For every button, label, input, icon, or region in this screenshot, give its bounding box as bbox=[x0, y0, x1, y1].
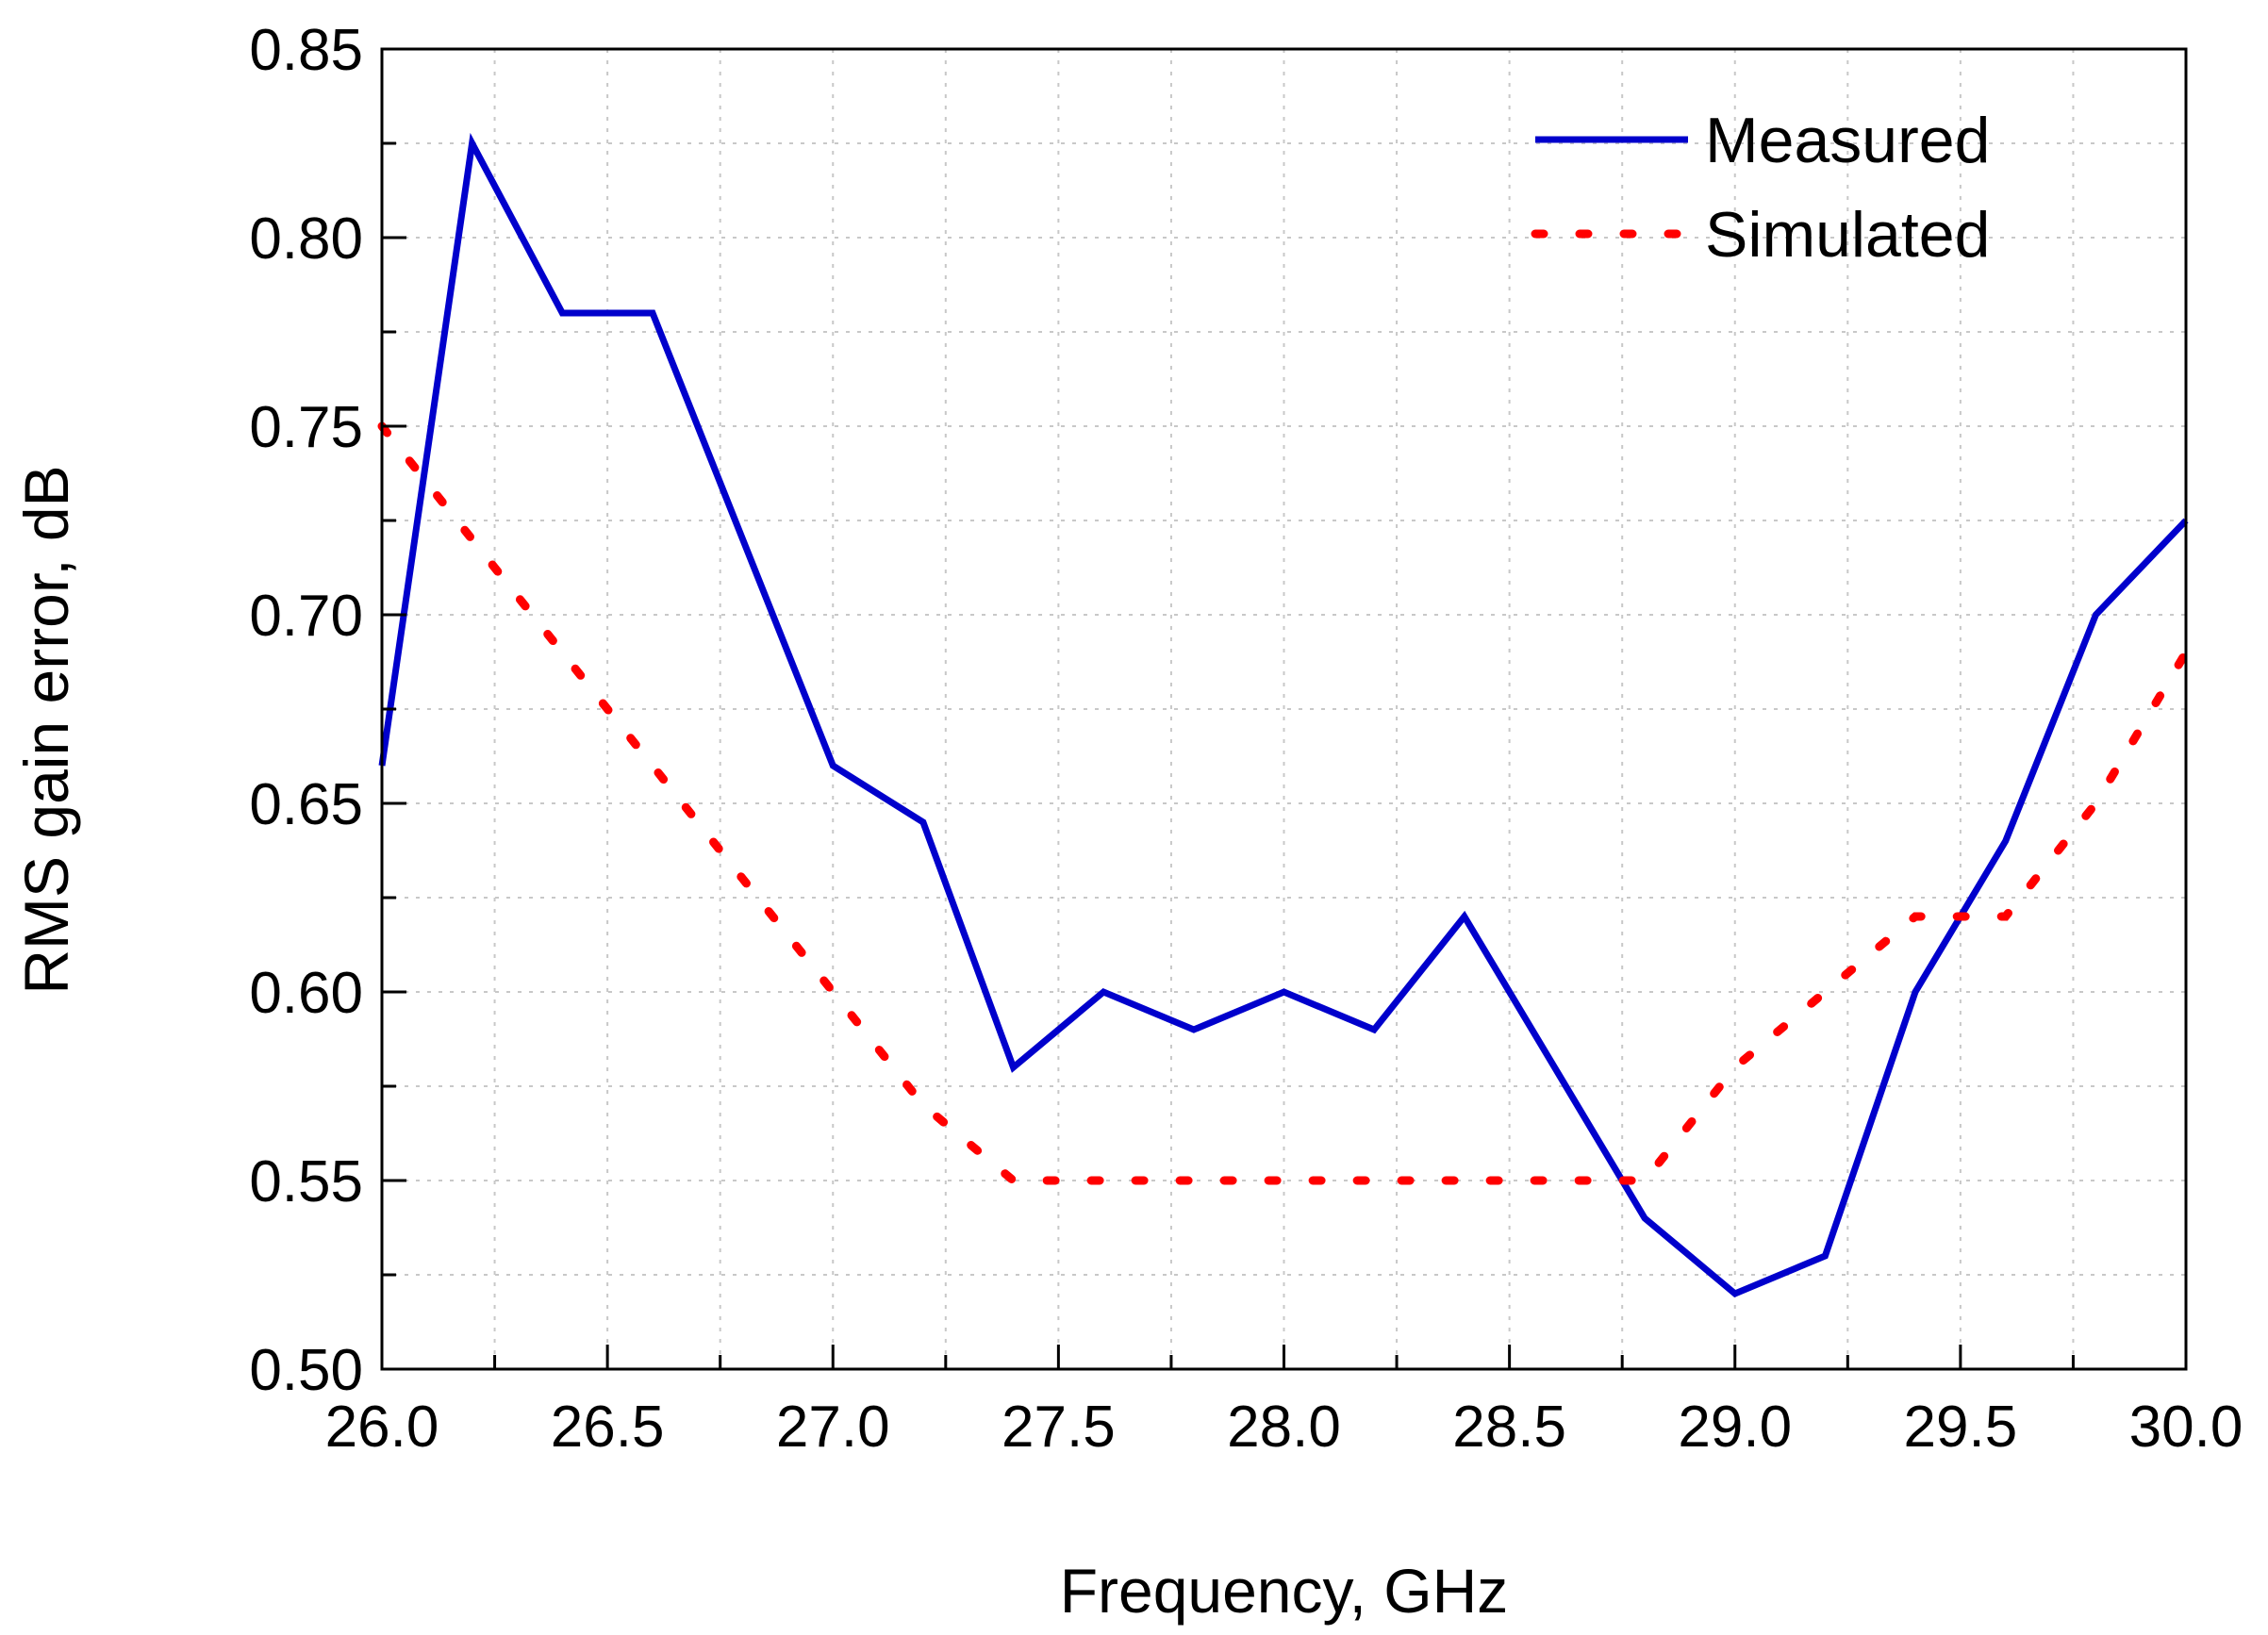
grid-lines bbox=[382, 49, 2186, 1369]
y-tick-label: 0.60 bbox=[249, 961, 363, 1026]
data-point-measured bbox=[1103, 992, 1104, 993]
y-tick-label: 0.75 bbox=[249, 395, 363, 460]
data-point-simulated bbox=[922, 1105, 923, 1106]
data-point-measured bbox=[1554, 1067, 1555, 1068]
data-point-simulated bbox=[742, 879, 743, 880]
y-tick-label: 0.85 bbox=[249, 18, 363, 83]
data-point-measured bbox=[652, 313, 653, 314]
data-point-simulated bbox=[652, 766, 653, 767]
y-tick-label: 0.50 bbox=[249, 1338, 363, 1403]
data-point-measured bbox=[1825, 1256, 1826, 1257]
x-tick-label: 28.5 bbox=[1452, 1395, 1566, 1460]
data-point-measured bbox=[1374, 1030, 1375, 1031]
data-point-measured bbox=[1645, 1218, 1646, 1219]
x-tick-label: 27.0 bbox=[776, 1395, 890, 1460]
data-point-measured bbox=[833, 766, 834, 767]
y-tick-label: 0.70 bbox=[249, 584, 363, 649]
legend: Measured Simulated bbox=[1531, 105, 1990, 271]
x-tick-label: 30.0 bbox=[2129, 1395, 2243, 1460]
series-line-measured bbox=[378, 132, 2189, 1298]
y-tick-label: 0.80 bbox=[249, 206, 363, 272]
data-point-measured bbox=[1734, 1294, 1735, 1295]
data-point-measured bbox=[1283, 992, 1284, 993]
data-point-simulated bbox=[562, 652, 563, 653]
x-tick-label: 26.5 bbox=[551, 1395, 665, 1460]
x-tick-label: 26.0 bbox=[325, 1395, 439, 1460]
data-point-measured bbox=[1193, 1030, 1194, 1031]
x-tick-label: 27.5 bbox=[1002, 1395, 1116, 1460]
legend-label-measured: Measured bbox=[1705, 105, 1990, 176]
axis-ticks bbox=[380, 47, 2188, 1371]
legend-label-simulated: Simulated bbox=[1705, 199, 1990, 271]
series-line-simulated bbox=[377, 421, 2191, 1185]
data-point-measured bbox=[922, 822, 923, 823]
x-tick-label: 28.0 bbox=[1227, 1395, 1341, 1460]
x-tick-label: 29.0 bbox=[1678, 1395, 1792, 1460]
data-point-measured bbox=[742, 539, 743, 540]
data-point-measured bbox=[1915, 992, 1916, 993]
series-layer bbox=[377, 132, 2191, 1298]
data-point-measured bbox=[1013, 1067, 1014, 1068]
data-point-measured bbox=[562, 313, 563, 314]
y-axis-title: RMS gain error, dB bbox=[11, 465, 81, 994]
x-axis-title: Frequency, GHz bbox=[1060, 1556, 1509, 1626]
tick-labels: 26.0 26.5 27.0 27.5 28.0 28.5 29.0 29.5 30.0 0.50… bbox=[249, 18, 2243, 1460]
y-tick-label: 0.55 bbox=[249, 1149, 363, 1214]
data-point-simulated bbox=[2095, 803, 2096, 804]
x-tick-label: 29.5 bbox=[1904, 1395, 2018, 1460]
data-point-simulated bbox=[1825, 992, 1826, 993]
data-point-simulated bbox=[833, 992, 834, 993]
data-point-simulated bbox=[1734, 1067, 1735, 1068]
y-tick-label: 0.65 bbox=[249, 772, 363, 837]
data-point-measured bbox=[2005, 841, 2006, 842]
data-point-measured bbox=[2095, 615, 2096, 616]
